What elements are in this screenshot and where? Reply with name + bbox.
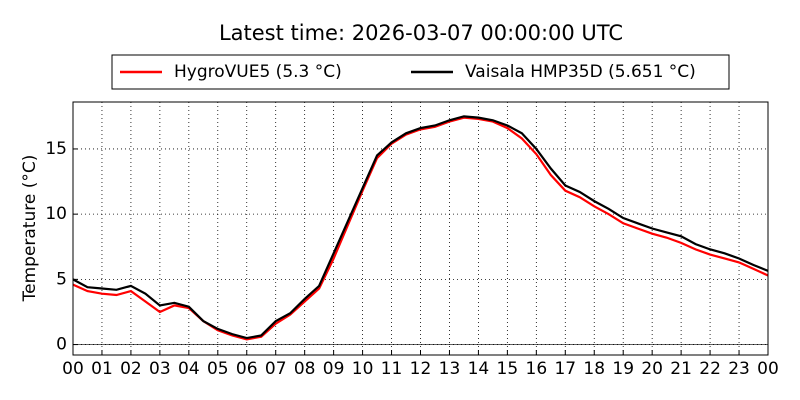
- y-tick-label: 5: [56, 269, 67, 289]
- x-tick-label: 22: [699, 359, 721, 379]
- x-tick-label: 15: [497, 359, 519, 379]
- x-tick-label: 12: [410, 359, 432, 379]
- x-tick-label: 21: [670, 359, 692, 379]
- x-tick-label: 23: [728, 359, 750, 379]
- x-tick-label: 16: [526, 359, 548, 379]
- x-tick-label: 01: [91, 359, 113, 379]
- x-tick-label: 09: [323, 359, 345, 379]
- x-tick-label: 17: [554, 359, 576, 379]
- x-tick-label: 00: [62, 359, 84, 379]
- x-tick-label: 10: [352, 359, 374, 379]
- y-axis-label: Temperature (°C): [20, 155, 40, 303]
- x-tick-label: 19: [612, 359, 634, 379]
- legend-label: Vaisala HMP35D (5.651 °C): [465, 62, 696, 82]
- chart-title: Latest time: 2026-03-07 00:00:00 UTC: [219, 21, 623, 45]
- legend-label: HygroVUE5 (5.3 °C): [174, 62, 342, 82]
- x-tick-label: 03: [149, 359, 171, 379]
- x-tick-label: 06: [236, 359, 258, 379]
- x-tick-label: 18: [583, 359, 605, 379]
- x-tick-label: 04: [178, 359, 200, 379]
- y-tick-label: 10: [45, 204, 67, 224]
- x-tick-label: 13: [439, 359, 461, 379]
- plot-frame: [72, 101, 769, 356]
- x-tick-label: 14: [468, 359, 490, 379]
- x-tick-label: 07: [265, 359, 287, 379]
- x-tick-label: 11: [381, 359, 403, 379]
- y-tick-label: 0: [56, 335, 67, 355]
- x-tick-label: 00: [757, 359, 779, 379]
- y-tick-label: 15: [45, 139, 67, 159]
- series-line: [72, 115, 769, 340]
- x-tick-label: 05: [207, 359, 229, 379]
- x-tick-label: 08: [294, 359, 316, 379]
- x-tick-label: 20: [641, 359, 663, 379]
- x-tick-label: 02: [120, 359, 142, 379]
